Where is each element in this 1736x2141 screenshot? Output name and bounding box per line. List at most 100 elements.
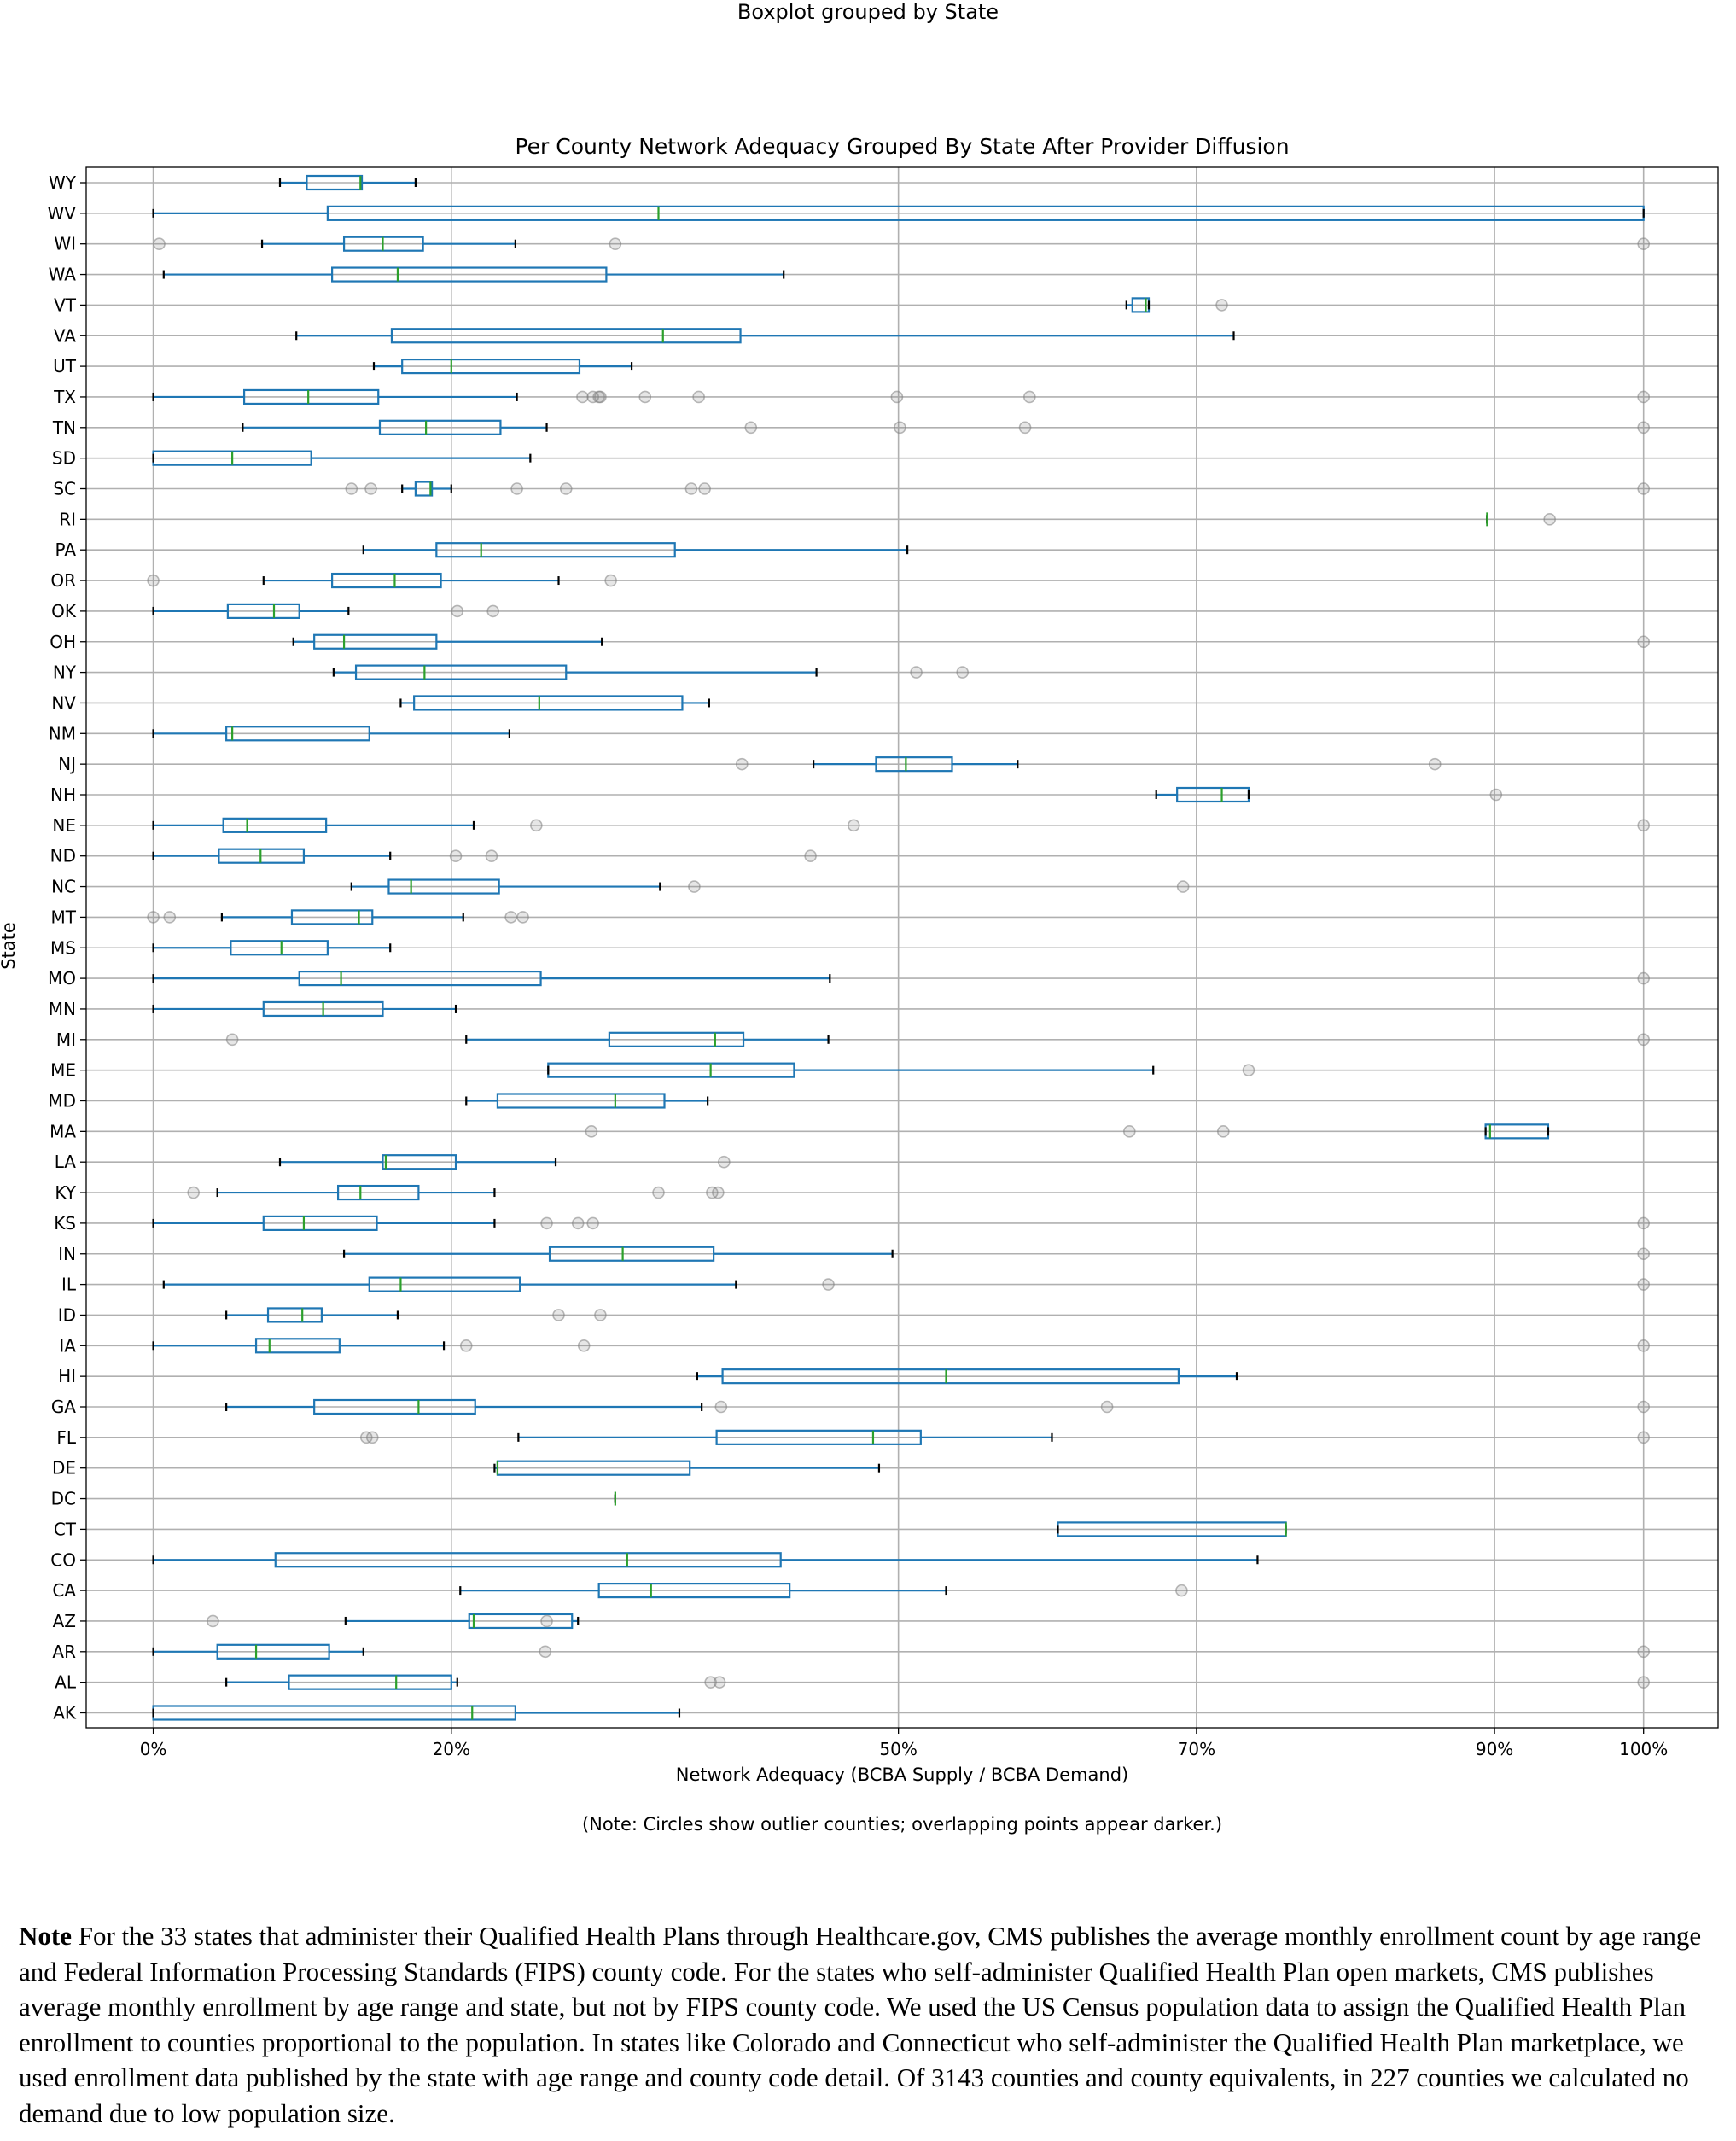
box-hi [696, 1368, 1238, 1385]
outlier-point [744, 421, 758, 435]
state-label-ma: MA [50, 1121, 76, 1141]
box-pa [362, 542, 909, 558]
state-label-oh: OH [50, 632, 76, 652]
iqr-box [435, 542, 676, 558]
box-tx [152, 388, 1650, 405]
state-label-al: AL [55, 1672, 77, 1693]
iqr-box [387, 878, 500, 895]
box-al [225, 1674, 1650, 1690]
state-label-ak: AK [53, 1703, 77, 1724]
x-tick-label: 70% [1178, 1739, 1215, 1759]
state-label-ca: CA [52, 1580, 76, 1601]
iqr-box [306, 174, 364, 191]
box-layer [147, 174, 1650, 1721]
iqr-box [222, 817, 328, 833]
outlier-point [577, 1339, 591, 1352]
outlier-point [1637, 1278, 1650, 1291]
outlier-point [1637, 1216, 1650, 1230]
outlier-point [1637, 819, 1650, 832]
box-mt [147, 909, 529, 925]
box-ok [152, 603, 499, 620]
state-label-dc: DC [51, 1489, 76, 1509]
outlier-point [530, 819, 543, 832]
outlier-point [345, 482, 358, 495]
iqr-box [290, 909, 374, 925]
box-or [147, 572, 617, 589]
box-ut [372, 359, 633, 375]
box-ar [152, 1643, 1650, 1660]
iqr-box [262, 1215, 378, 1232]
box-oh [292, 633, 1650, 650]
note-text: For the 33 states that administer their … [19, 1921, 1702, 2128]
outlier-point [714, 1400, 728, 1414]
outlier-point [1637, 971, 1650, 985]
outlier-point [1489, 788, 1503, 802]
state-label-mi: MI [56, 1030, 76, 1050]
iqr-box [298, 970, 542, 987]
chart-title: Per County Network Adequacy Grouped By S… [515, 134, 1289, 159]
outlier-point [1216, 1125, 1230, 1138]
boxplot-chart: Per County Network Adequacy Grouped By S… [0, 134, 1719, 1835]
state-label-wa: WA [49, 265, 77, 285]
box-de [493, 1460, 881, 1476]
state-label-mn: MN [49, 999, 76, 1019]
iqr-box [226, 603, 300, 620]
outlier-point [822, 1278, 835, 1291]
outlier-point [559, 482, 573, 495]
outlier-point [1637, 390, 1650, 404]
outlier-point [504, 911, 517, 924]
box-nc [350, 878, 1190, 895]
state-label-az: AZ [53, 1611, 76, 1631]
box-nv [399, 695, 710, 711]
outlier-point [451, 604, 464, 618]
box-nm [152, 726, 510, 742]
note-label: Note [19, 1921, 72, 1951]
iqr-box [401, 359, 581, 375]
iqr-box [331, 266, 608, 283]
state-label-ks: KS [54, 1213, 76, 1234]
outlier-point [1637, 1431, 1650, 1444]
outlier-point [1122, 1125, 1136, 1138]
box-fl [359, 1429, 1650, 1445]
outlier-point [207, 1614, 219, 1628]
outlier-point [1242, 1064, 1255, 1076]
state-label-nv: NV [51, 692, 76, 713]
state-label-hi: HI [58, 1366, 76, 1386]
iqr-box [230, 940, 329, 956]
box-ia [152, 1338, 1650, 1354]
iqr-box [254, 1338, 341, 1354]
outlier-point [552, 1309, 565, 1321]
iqr-box [313, 1398, 476, 1415]
y-axis-label: State [0, 922, 19, 970]
box-ct [1057, 1521, 1287, 1537]
outlier-point [1637, 1247, 1650, 1261]
box-sd [152, 450, 532, 466]
iqr-box [390, 328, 742, 344]
iqr-box [382, 1154, 457, 1170]
outlier-point [1637, 1339, 1650, 1352]
box-wy [278, 174, 417, 191]
outlier-point [147, 574, 160, 587]
state-label-nc: NC [51, 877, 76, 897]
box-ks [152, 1215, 1650, 1232]
outlier-point [510, 482, 523, 495]
outlier-point [594, 390, 607, 404]
outlier-point [1637, 1676, 1650, 1689]
iqr-box [608, 1031, 745, 1047]
box-va [295, 328, 1235, 344]
outlier-point [1215, 299, 1228, 312]
state-label-ia: IA [59, 1335, 76, 1356]
iqr-box [597, 1582, 791, 1599]
box-ms [152, 940, 392, 956]
outlier-point [684, 482, 698, 495]
iqr-box [548, 1246, 715, 1262]
box-mo [152, 970, 1650, 987]
state-label-wv: WV [48, 203, 77, 224]
outlier-point [153, 237, 166, 251]
outlier-point [540, 1614, 553, 1628]
box-ca [459, 1582, 1188, 1599]
iqr-box [721, 1368, 1180, 1385]
iqr-box [715, 1429, 922, 1445]
box-co [152, 1552, 1259, 1568]
iqr-box [288, 1674, 452, 1690]
